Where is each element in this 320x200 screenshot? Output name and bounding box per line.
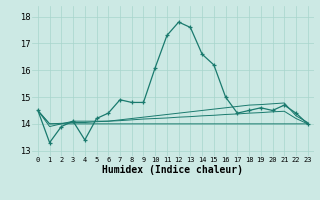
X-axis label: Humidex (Indice chaleur): Humidex (Indice chaleur) [102,165,243,175]
